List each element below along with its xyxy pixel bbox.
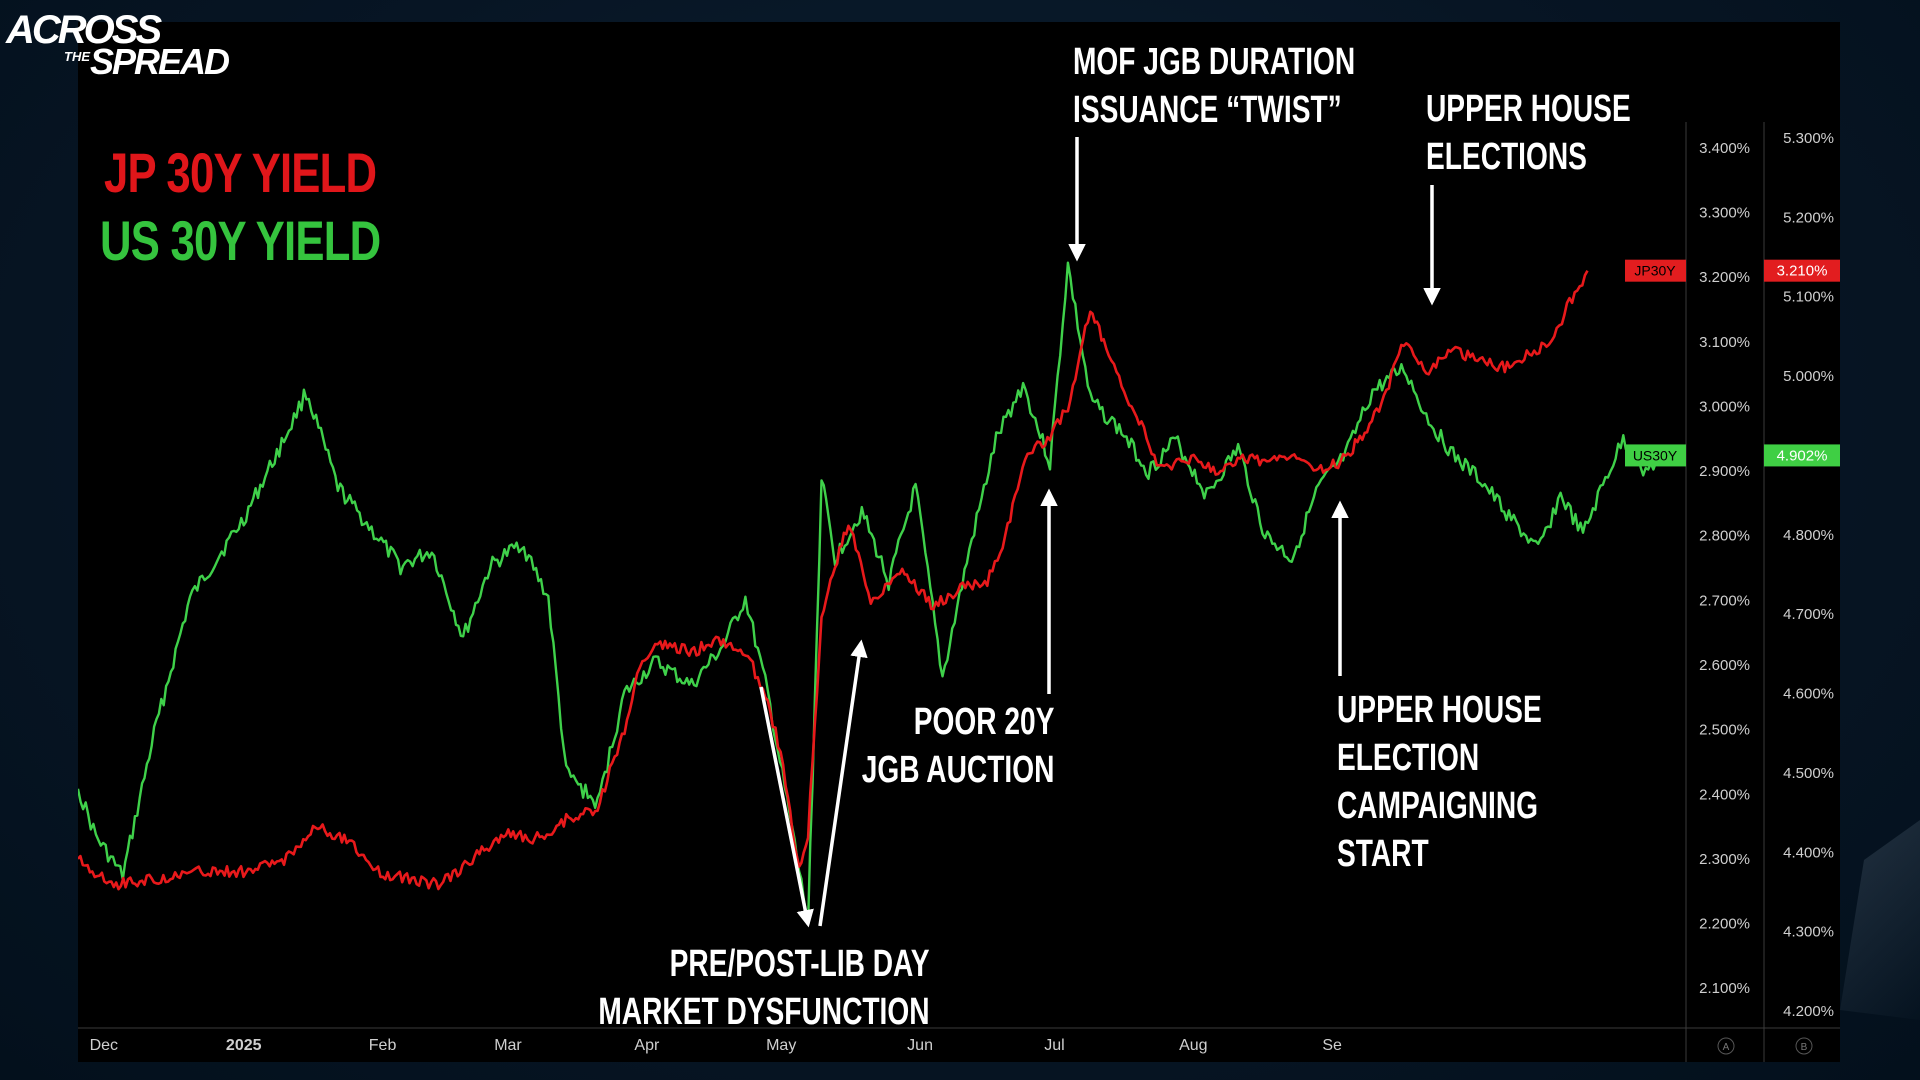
annotation-arrows bbox=[759, 137, 1441, 928]
y-left-tick-label: 3.300% bbox=[1699, 205, 1750, 222]
logo-line2: THE bbox=[64, 49, 90, 64]
jp30y-badge-name-label: JP30Y bbox=[1634, 263, 1676, 279]
y-right-tick-label: 4.300% bbox=[1783, 924, 1834, 941]
series-lines bbox=[78, 261, 1665, 925]
y-left-tick-label: 3.200% bbox=[1699, 269, 1750, 286]
legend-jp-30y: JP 30Y YIELD bbox=[104, 141, 377, 204]
annotation-campaign-line2: ELECTION bbox=[1337, 737, 1480, 779]
y-right-tick-label: 4.200% bbox=[1783, 1003, 1834, 1020]
x-tick-label: Mar bbox=[494, 1037, 522, 1054]
us30y-badge-value-tag bbox=[1764, 444, 1840, 467]
y-right-tick-label: 4.600% bbox=[1783, 686, 1834, 703]
yield-chart: Dec 2025 Feb Mar Apr May Jun Jul Aug Se 3.400% 3.30… bbox=[78, 122, 1840, 1062]
logo-line1: ACROSS bbox=[6, 8, 162, 52]
annotation-lib-day: PRE/POST-LIB DAY MARKET DYSFUNCTION bbox=[599, 940, 930, 1036]
y-left-tick-label: 2.200% bbox=[1699, 916, 1750, 933]
annotation-upper-house-line1: UPPER HOUSE bbox=[1426, 88, 1631, 130]
jp30y-badge-name-tag bbox=[1625, 259, 1686, 282]
y-left-tick-label: 2.800% bbox=[1699, 528, 1750, 545]
annotation-campaign-line4: START bbox=[1337, 833, 1429, 875]
arrow-post-lib-day bbox=[818, 639, 868, 927]
across-the-spread-logo: ACROSS THE SPREAD bbox=[4, 2, 230, 84]
y-left-tick-label: 2.900% bbox=[1699, 463, 1750, 480]
x-tick-label: Se bbox=[1322, 1037, 1342, 1054]
annotation-mof-twist: MOF JGB DURATION ISSUANCE “TWIST” bbox=[1073, 38, 1355, 134]
chart-panel: Dec 2025 Feb Mar Apr May Jun Jul Aug Se 3.400% 3.30… bbox=[78, 22, 1840, 1062]
y-left-tick-label: 3.000% bbox=[1699, 398, 1750, 415]
x-tick-label: Jun bbox=[907, 1037, 933, 1054]
annotation-upper-house-elections: UPPER HOUSE ELECTIONS bbox=[1426, 85, 1631, 181]
y-right-tick-label: 4.800% bbox=[1783, 527, 1834, 544]
y-left-tick-label: 3.400% bbox=[1699, 140, 1750, 157]
axis-badge-label: B bbox=[1801, 1042, 1808, 1053]
y-left-tick-label: 2.400% bbox=[1699, 786, 1750, 803]
annotation-upper-house-line2: ELECTIONS bbox=[1426, 136, 1587, 178]
decorative-corner bbox=[1840, 820, 1920, 1020]
x-tick-label: Feb bbox=[369, 1037, 397, 1054]
logo-line3: SPREAD bbox=[90, 41, 230, 82]
x-tick-label: Dec bbox=[90, 1037, 118, 1054]
y-left-tick-label: 2.600% bbox=[1699, 657, 1750, 674]
annotation-poor20y-line2: JGB AUCTION bbox=[861, 749, 1054, 791]
y-right-tick-label: 5.200% bbox=[1783, 209, 1834, 226]
annotation-poor-20y-auction: POOR 20Y JGB AUCTION bbox=[861, 698, 1054, 794]
y-left-tick-label: 2.700% bbox=[1699, 592, 1750, 609]
y-left-tick-label: 3.100% bbox=[1699, 334, 1750, 351]
x-tick-label: Jul bbox=[1044, 1037, 1064, 1054]
annotation-campaign-line3: CAMPAIGNING bbox=[1337, 785, 1539, 827]
y-right-tick-label: 5.300% bbox=[1783, 130, 1834, 147]
y-left-tick-label: 2.500% bbox=[1699, 722, 1750, 739]
y-right-tick-label: 5.100% bbox=[1783, 289, 1834, 306]
axis-badge-circle bbox=[1795, 1037, 1813, 1055]
annotation-libday-line2: MARKET DYSFUNCTION bbox=[598, 991, 930, 1033]
annotation-mof-line2: ISSUANCE “TWIST” bbox=[1073, 89, 1342, 131]
annotation-poor20y-line1: POOR 20Y bbox=[913, 701, 1054, 743]
last-value-badges: JP30Y 3.210% US30Y 4.902% bbox=[1625, 259, 1840, 467]
jp30y-badge-value-label: 3.210% bbox=[1777, 263, 1828, 280]
us30y-line bbox=[78, 261, 1665, 925]
annotation-campaign-start: UPPER HOUSE ELECTION CAMPAIGNING START bbox=[1337, 686, 1542, 878]
annotation-libday-line1: PRE/POST-LIB DAY bbox=[670, 943, 930, 985]
y-right-tick-label: 4.500% bbox=[1783, 765, 1834, 782]
y-right-tick-label: 4.400% bbox=[1783, 844, 1834, 861]
us30y-badge-value-label: 4.902% bbox=[1777, 447, 1828, 464]
x-tick-label: Apr bbox=[634, 1037, 660, 1054]
legend-us-30y: US 30Y YIELD bbox=[100, 209, 381, 272]
y-right-tick-label: 5.000% bbox=[1783, 368, 1834, 385]
annotation-mof-line1: MOF JGB DURATION bbox=[1073, 41, 1356, 83]
jp30y-badge-value-tag bbox=[1764, 259, 1840, 282]
jp30y-line bbox=[78, 270, 1589, 891]
y-left-tick-label: 2.300% bbox=[1699, 851, 1750, 868]
x-tick-label: 2025 bbox=[226, 1037, 262, 1054]
x-tick-label: Aug bbox=[1179, 1037, 1207, 1054]
axis-badge-circle bbox=[1717, 1037, 1735, 1055]
arrow-pre-lib-day bbox=[759, 686, 814, 928]
axis-badge-label: A bbox=[1723, 1042, 1730, 1053]
x-tick-label: May bbox=[766, 1037, 796, 1054]
annotation-campaign-line1: UPPER HOUSE bbox=[1337, 689, 1542, 731]
y-left-tick-label: 2.100% bbox=[1699, 980, 1750, 997]
y-right-tick-label: 4.700% bbox=[1783, 606, 1834, 623]
us30y-badge-name-tag bbox=[1625, 444, 1686, 467]
us30y-badge-name-label: US30Y bbox=[1633, 447, 1678, 463]
